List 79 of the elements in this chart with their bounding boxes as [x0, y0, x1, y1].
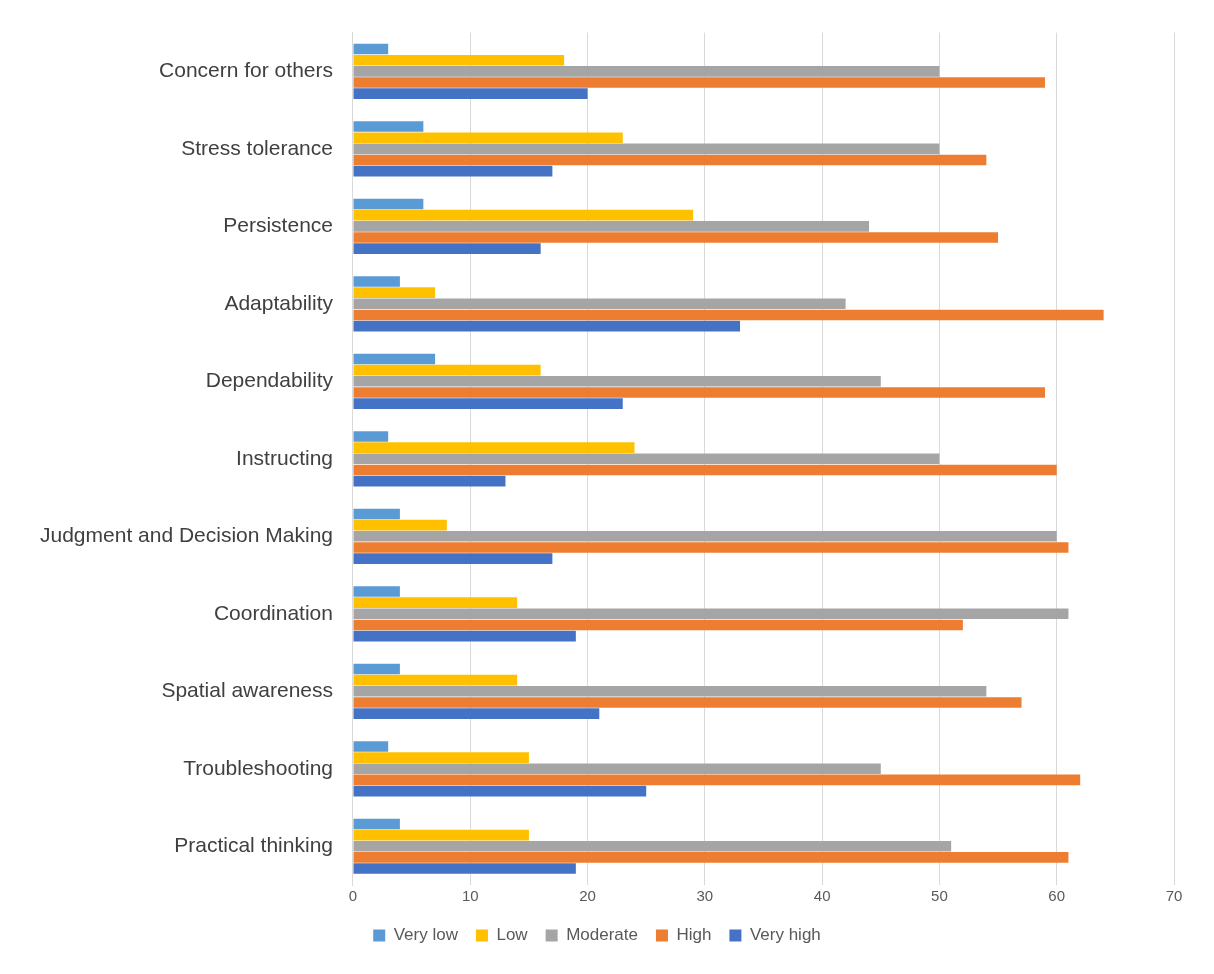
bar — [353, 708, 600, 719]
bar — [353, 132, 623, 143]
bar — [353, 741, 389, 752]
y-tick-label: Instructing — [236, 445, 333, 469]
bar — [353, 840, 952, 852]
y-tick-label: Dependability — [205, 368, 334, 392]
bar — [353, 475, 506, 487]
bar — [353, 287, 436, 298]
y-tick-label: Judgment and Decision Making — [40, 523, 333, 547]
bar — [353, 442, 635, 453]
x-tick-label: 40 — [813, 887, 831, 905]
legend-label: Very low — [393, 925, 459, 945]
bar — [353, 143, 940, 155]
y-tick-label: Persistence — [223, 213, 333, 237]
bar — [353, 553, 553, 564]
bar — [353, 763, 881, 775]
bar — [353, 685, 987, 697]
bar — [353, 863, 576, 874]
bar — [353, 43, 389, 55]
bar — [353, 387, 1045, 398]
x-tick-label: 10 — [461, 887, 479, 905]
bar — [353, 243, 541, 254]
bar — [353, 376, 881, 387]
bar — [353, 221, 870, 232]
bar — [353, 121, 424, 132]
bar — [353, 66, 940, 77]
bar — [353, 852, 1069, 863]
y-tick-label: Practical thinking — [174, 833, 333, 857]
bar — [353, 364, 541, 376]
bar — [353, 154, 987, 166]
bar — [353, 431, 389, 442]
bar — [353, 54, 565, 66]
bar — [353, 298, 846, 310]
y-tick-label: Concern for others — [159, 58, 333, 82]
bar — [353, 165, 553, 177]
x-tick-label: 70 — [1165, 887, 1183, 905]
y-tick-label: Troubleshooting — [183, 755, 333, 779]
bar — [353, 774, 1081, 786]
x-tick-label: 50 — [931, 887, 948, 905]
x-tick-label: 0 — [348, 887, 358, 905]
x-tick-label: 30 — [696, 887, 714, 905]
bar — [353, 663, 400, 675]
bar — [353, 77, 1045, 88]
x-tick-label: 20 — [579, 887, 596, 905]
y-tick-label: Adaptability — [224, 290, 334, 314]
bar — [353, 530, 1057, 542]
bar — [353, 519, 447, 531]
bar — [353, 209, 694, 221]
bar — [353, 829, 529, 841]
bar — [353, 309, 1104, 321]
y-tick-label: Spatial awareness — [161, 678, 333, 702]
bar — [353, 232, 999, 243]
legend-label: Very high — [749, 925, 821, 945]
bar — [353, 88, 588, 99]
bar — [353, 198, 424, 210]
bar — [353, 630, 576, 642]
bar — [353, 398, 623, 409]
bar — [353, 453, 940, 465]
bar — [353, 586, 400, 597]
bar — [353, 542, 1069, 553]
legend-label: High — [676, 925, 712, 945]
bar — [353, 785, 647, 797]
legend-label: Low — [496, 925, 529, 945]
y-tick-label: Coordination — [213, 600, 333, 624]
legend-label: Moderate — [566, 925, 638, 945]
bar — [353, 464, 1057, 476]
bar — [353, 597, 518, 608]
y-tick-label: Stress tolerance — [181, 135, 333, 159]
bar — [353, 320, 741, 332]
bar — [353, 608, 1069, 620]
bar — [353, 674, 518, 686]
x-tick-label: 60 — [1048, 887, 1066, 905]
bar — [353, 619, 963, 631]
bar — [353, 276, 400, 287]
bar — [353, 752, 529, 763]
bar — [353, 508, 400, 520]
bar — [353, 353, 436, 365]
bar — [353, 818, 400, 830]
bar — [353, 697, 1022, 708]
